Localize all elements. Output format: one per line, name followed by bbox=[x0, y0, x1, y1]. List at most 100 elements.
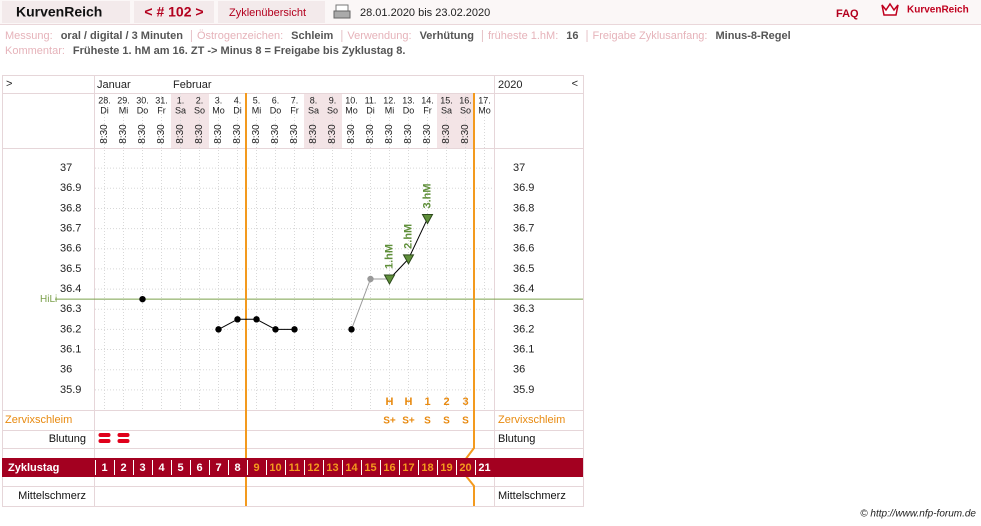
info-panel: Messung: oral / digital / 3 Minuten Östrog… bbox=[5, 30, 791, 57]
y-tick-label-right: 36.8 bbox=[513, 202, 534, 214]
brand-box bbox=[2, 1, 130, 23]
print-icon[interactable] bbox=[333, 4, 351, 19]
hili-label: HiLi bbox=[40, 294, 57, 305]
y-tick-label-right: 36.3 bbox=[513, 303, 534, 315]
year: 2020 bbox=[498, 79, 522, 91]
nav-right: < bbox=[572, 78, 578, 90]
evaluation-line bbox=[464, 93, 475, 506]
cycle-day: 5 bbox=[177, 462, 183, 474]
time: 8:30 bbox=[403, 124, 414, 144]
y-tick-label: 36 bbox=[60, 364, 72, 376]
temp-line bbox=[218, 318, 238, 330]
y-tick-label: 37 bbox=[60, 162, 72, 174]
weekday: Fr bbox=[290, 105, 299, 115]
month-label: Februar bbox=[173, 79, 212, 91]
date: 4. bbox=[234, 95, 242, 105]
peak-mark: H bbox=[405, 396, 413, 408]
temp-line bbox=[408, 218, 428, 260]
temp-point bbox=[367, 275, 374, 283]
date: 7. bbox=[291, 95, 299, 105]
date: 13. bbox=[402, 95, 415, 105]
overview-link[interactable]: Zyklenübersicht bbox=[229, 7, 306, 19]
time: 8:30 bbox=[118, 124, 129, 144]
y-tick-label-right: 36 bbox=[513, 364, 525, 376]
date: 15. bbox=[440, 95, 453, 105]
y-tick-label-right: 35.9 bbox=[513, 384, 534, 396]
info-label: Kommentar: bbox=[5, 45, 65, 57]
y-tick-label: 36.7 bbox=[60, 223, 81, 235]
faq-link[interactable]: FAQ bbox=[836, 8, 859, 20]
y-tick-label-right: 36.1 bbox=[513, 343, 534, 355]
weekday: Di bbox=[233, 105, 242, 115]
y-tick-label-right: 36.9 bbox=[513, 182, 534, 194]
nav-box[interactable] bbox=[134, 1, 214, 23]
time: 8:30 bbox=[327, 124, 338, 144]
y-tick-label-right: 36.6 bbox=[513, 243, 534, 255]
weekday: Fr bbox=[423, 105, 432, 115]
time: 8:30 bbox=[175, 124, 186, 144]
y-tick-label: 36.1 bbox=[60, 343, 81, 355]
cervix-mark: S+ bbox=[383, 416, 396, 427]
cycle-day: 17 bbox=[402, 462, 414, 474]
pain-label: Mittelschmerz bbox=[18, 490, 86, 502]
bleeding-mark bbox=[117, 433, 130, 443]
temp-point bbox=[234, 316, 241, 323]
temp-line bbox=[256, 318, 276, 330]
date: 14. bbox=[421, 95, 434, 105]
cervix-mark: S bbox=[443, 416, 450, 427]
cycle-day: 2 bbox=[120, 462, 126, 474]
y-tick-label: 36.6 bbox=[60, 243, 81, 255]
peak-mark: H bbox=[386, 396, 394, 408]
temp-line bbox=[351, 278, 371, 330]
cycle-day: 9 bbox=[253, 462, 259, 474]
bleeding-label-right: Blutung bbox=[498, 433, 535, 445]
cycle-day: 16 bbox=[383, 462, 395, 474]
cycle-nav[interactable]: < # 102 > bbox=[144, 4, 203, 20]
footer: © http://www.nfp-forum.de bbox=[860, 509, 976, 520]
weekday: Di bbox=[366, 105, 375, 115]
month-label: Januar bbox=[97, 79, 131, 91]
peak-mark: 1 bbox=[424, 396, 430, 408]
info-label: Östrogenzeichen: bbox=[197, 30, 283, 42]
time: 8:30 bbox=[289, 124, 300, 144]
hm-marker bbox=[421, 214, 434, 225]
date: 29. bbox=[117, 95, 130, 105]
cycle-day: 18 bbox=[421, 462, 433, 474]
hm-label: 2.hM bbox=[402, 224, 414, 249]
time: 8:30 bbox=[365, 124, 376, 144]
info-value: Verhütung bbox=[420, 30, 474, 42]
overview-box[interactable] bbox=[218, 1, 325, 23]
date: 11. bbox=[365, 95, 377, 105]
bleeding-label: Blutung bbox=[49, 433, 86, 445]
temp-point bbox=[348, 326, 355, 333]
time: 8:30 bbox=[346, 124, 357, 144]
temp-point bbox=[291, 326, 298, 333]
y-tick-label-right: 36.5 bbox=[513, 263, 534, 275]
cycle-day: 14 bbox=[345, 462, 358, 474]
hm-marker bbox=[402, 254, 415, 265]
cervix-mark: S bbox=[424, 416, 431, 427]
time: 8:30 bbox=[213, 124, 224, 144]
info-value: 16 bbox=[566, 30, 578, 42]
weekday: So bbox=[460, 105, 471, 115]
date: 1. bbox=[177, 95, 185, 105]
info-label: Verwendung: bbox=[347, 30, 411, 42]
weekday: Mi bbox=[252, 105, 262, 115]
hm-marker bbox=[383, 274, 396, 286]
date: 17. bbox=[478, 95, 491, 105]
cycle-day: 10 bbox=[269, 462, 281, 474]
weekday: Mi bbox=[385, 105, 395, 115]
date: 16. bbox=[459, 95, 472, 105]
weekday: Sa bbox=[308, 105, 319, 115]
bleeding-mark bbox=[98, 433, 111, 443]
weekday: Do bbox=[403, 105, 415, 115]
date: 28. bbox=[98, 95, 111, 105]
date-range: 28.01.2020 bis 23.02.2020 bbox=[360, 7, 490, 19]
pain-label-right: Mittelschmerz bbox=[498, 490, 566, 502]
cycle-day: 19 bbox=[440, 462, 452, 474]
date: 10. bbox=[345, 95, 358, 105]
date: 9. bbox=[329, 95, 337, 105]
date: 31. bbox=[155, 95, 168, 105]
time: 8:30 bbox=[422, 124, 433, 144]
